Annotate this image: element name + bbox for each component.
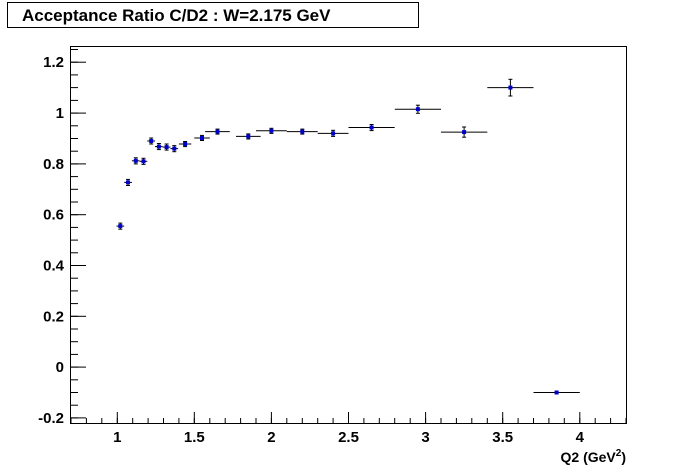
x-axis-ticks bbox=[70, 412, 627, 423]
y-tick-label: 0.4 bbox=[43, 258, 65, 275]
data-marker bbox=[118, 224, 123, 229]
data-marker bbox=[369, 125, 374, 130]
data-marker bbox=[172, 146, 177, 151]
x-tick-label: 4 bbox=[576, 429, 585, 446]
y-tick-label: 1.2 bbox=[43, 54, 64, 71]
data-marker bbox=[415, 107, 420, 112]
data-point bbox=[317, 129, 349, 137]
x-axis-title-close: ) bbox=[621, 449, 626, 465]
x-axis-title: Q2 (GeV2) bbox=[561, 448, 626, 465]
x-tick-label: 1.5 bbox=[184, 429, 205, 446]
data-point bbox=[256, 127, 287, 134]
y-tick-label: -0.2 bbox=[38, 410, 64, 427]
data-point bbox=[286, 128, 318, 135]
y-axis-tick-labels: -0.2 0 0.2 0.4 0.6 0.8 1 1.2 bbox=[38, 54, 65, 427]
data-point bbox=[162, 143, 171, 151]
y-tick-label: 0.8 bbox=[43, 156, 64, 173]
data-point bbox=[155, 143, 163, 151]
y-tick-label: 1 bbox=[56, 105, 64, 122]
data-marker bbox=[200, 136, 204, 140]
data-marker bbox=[156, 144, 161, 149]
data-marker bbox=[269, 128, 274, 133]
data-marker bbox=[149, 139, 154, 143]
x-tick-label: 2 bbox=[267, 429, 275, 446]
x-tick-label: 1 bbox=[113, 429, 121, 446]
data-point bbox=[116, 222, 125, 230]
data-marker bbox=[164, 145, 169, 150]
data-point bbox=[533, 390, 580, 395]
data-point bbox=[194, 134, 210, 141]
data-marker bbox=[183, 142, 188, 146]
chart-title: Acceptance Ratio C/D2 : W=2.175 GeV bbox=[22, 6, 331, 25]
x-axis-title-superscript: 2 bbox=[616, 448, 622, 459]
data-marker bbox=[331, 131, 336, 136]
data-point bbox=[236, 133, 261, 140]
data-point bbox=[394, 104, 441, 114]
x-tick-label: 3 bbox=[421, 429, 429, 446]
x-tick-label: 3.5 bbox=[492, 429, 513, 446]
data-point bbox=[124, 178, 132, 186]
data-point bbox=[170, 145, 179, 153]
y-tick-label: 0.2 bbox=[43, 308, 64, 325]
data-marker bbox=[300, 129, 305, 134]
data-point bbox=[178, 141, 192, 148]
y-tick-label: 0.6 bbox=[43, 207, 64, 224]
data-marker bbox=[246, 134, 251, 139]
data-points bbox=[116, 78, 580, 395]
data-marker bbox=[554, 390, 559, 395]
x-axis-tick-labels: 1 1.5 2 2.5 3 3.5 4 bbox=[113, 429, 585, 446]
data-marker bbox=[462, 130, 467, 135]
data-point bbox=[131, 157, 140, 165]
data-point bbox=[147, 137, 155, 145]
data-point bbox=[487, 78, 534, 97]
data-point bbox=[205, 128, 230, 135]
data-point bbox=[139, 157, 148, 165]
data-point bbox=[441, 126, 488, 138]
data-marker bbox=[141, 159, 146, 164]
plot-frame bbox=[70, 46, 627, 424]
data-point bbox=[348, 124, 395, 132]
data-marker bbox=[508, 85, 513, 90]
data-marker bbox=[133, 158, 138, 163]
title-box bbox=[7, 2, 419, 28]
x-tick-label: 2.5 bbox=[338, 429, 359, 446]
x-axis-title-text: Q2 (GeV bbox=[561, 449, 617, 465]
y-tick-label: 0 bbox=[56, 359, 64, 376]
data-marker bbox=[126, 180, 130, 185]
data-marker bbox=[215, 129, 220, 134]
y-axis-ticks bbox=[71, 49, 86, 419]
